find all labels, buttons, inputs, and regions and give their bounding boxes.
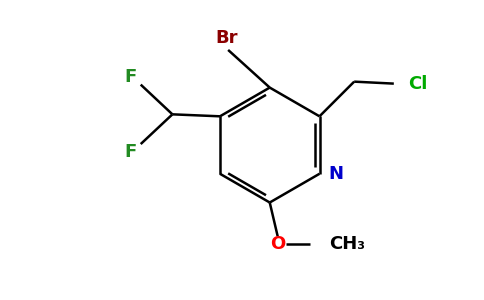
Text: N: N bbox=[329, 165, 344, 183]
Text: CH₃: CH₃ bbox=[329, 235, 365, 253]
Text: F: F bbox=[125, 143, 137, 161]
Text: O: O bbox=[270, 235, 285, 253]
Text: Br: Br bbox=[215, 29, 237, 47]
Text: Cl: Cl bbox=[408, 75, 427, 93]
Text: F: F bbox=[125, 68, 137, 86]
